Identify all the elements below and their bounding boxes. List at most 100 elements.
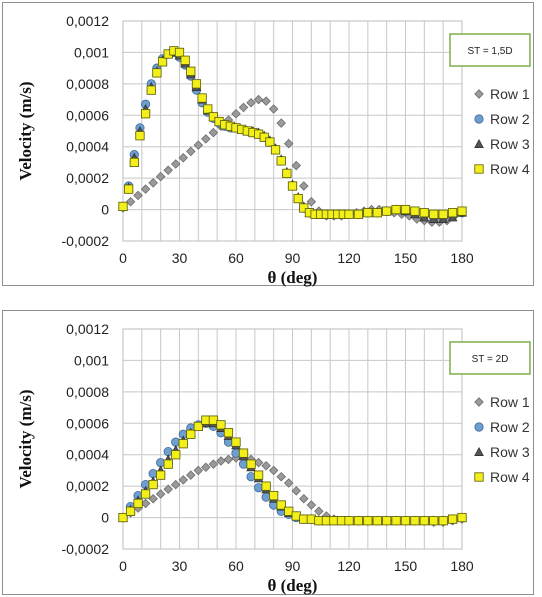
data-point-row-4 (261, 481, 271, 491)
y-tick-label: 0,0002 (66, 478, 109, 494)
data-point-row-4 (265, 137, 275, 147)
st-annotation-box (449, 33, 531, 67)
x-axis-title: θ (deg) (268, 576, 318, 595)
data-point-row-4 (410, 516, 420, 526)
data-point-row-1 (201, 134, 211, 144)
data-point-row-1 (283, 478, 294, 488)
velocity-chart-st-1-5d: -0,0002 0 0,0002 0,0004 0,0006 0,0008 0,001 0,0… (16, 13, 531, 287)
legend-marker-row-2 (474, 422, 484, 432)
legend-marker-row-3 (474, 138, 484, 148)
data-point-row-4 (186, 66, 196, 76)
data-point-row-4 (353, 209, 364, 219)
data-point-row-1 (170, 159, 181, 169)
data-point-row-1 (208, 459, 219, 469)
y-axis-title: Velocity (m/s) (16, 390, 35, 489)
x-tick-label: 90 (285, 250, 301, 266)
data-point-row-1 (299, 493, 309, 504)
legend-label: Row 3 (490, 444, 530, 460)
data-point-row-4 (391, 516, 401, 526)
data-point-row-4 (284, 506, 294, 516)
data-point-row-1 (148, 493, 158, 504)
legend-label: Row 1 (490, 394, 530, 410)
data-point-row-4 (344, 209, 354, 219)
x-tick-label: 0 (119, 250, 127, 266)
data-point-row-4 (231, 437, 241, 447)
data-point-row-4 (129, 157, 139, 168)
x-tick-label: 180 (450, 558, 474, 574)
data-point-row-4 (293, 193, 303, 204)
data-point-row-1 (253, 94, 264, 105)
legend-marker-row-1 (474, 397, 484, 407)
data-point-row-4 (419, 208, 429, 218)
data-point-row-4 (457, 512, 467, 523)
data-point-row-4 (391, 204, 401, 215)
data-point-row-1 (208, 127, 219, 138)
data-point-row-4 (299, 203, 309, 213)
x-tick-label: 60 (228, 250, 244, 266)
data-point-row-4 (372, 516, 382, 526)
data-point-row-4 (429, 209, 439, 219)
data-point-row-4 (216, 420, 226, 430)
legend-marker-row-4 (474, 472, 484, 482)
data-point-row-1 (193, 465, 204, 476)
data-point-row-4 (133, 498, 143, 509)
data-point-row-1 (216, 456, 226, 466)
data-point-row-1 (178, 475, 189, 485)
y-tick-label: -0,0002 (62, 233, 110, 249)
data-point-row-4 (223, 428, 234, 438)
y-axis-title: Velocity (m/s) (16, 82, 35, 181)
data-point-row-4 (191, 79, 202, 89)
data-point-row-4 (197, 93, 207, 103)
data-point-row-4 (193, 421, 203, 432)
data-point-row-4 (363, 208, 373, 218)
y-tick-label: 0,001 (74, 352, 109, 368)
legend-label: Row 2 (490, 111, 530, 127)
data-point-row-4 (287, 181, 298, 191)
data-point-row-1 (186, 146, 196, 157)
data-point-row-1 (201, 462, 211, 473)
data-point-row-4 (157, 57, 168, 67)
data-point-row-4 (178, 439, 188, 449)
y-tick-label: 0,0012 (66, 13, 109, 29)
data-point-row-1 (276, 471, 286, 482)
data-point-row-4 (372, 208, 382, 218)
x-tick-label: 150 (394, 558, 418, 574)
data-point-row-1 (238, 102, 249, 113)
data-point-row-1 (314, 506, 324, 517)
y-tick-label: -0,0002 (62, 541, 110, 557)
legend-marker-row-3 (474, 446, 484, 456)
data-point-row-1 (306, 500, 317, 510)
data-point-row-1 (246, 97, 256, 108)
data-point-row-1 (231, 108, 241, 119)
data-point-row-4 (140, 109, 151, 119)
data-point-row-4 (382, 206, 392, 216)
data-point-row-4 (429, 516, 439, 526)
y-tick-label: 0,0006 (66, 415, 109, 431)
data-point-row-1 (193, 140, 204, 150)
data-point-row-4 (203, 104, 213, 114)
data-point-row-4 (186, 429, 196, 439)
data-point-row-4 (135, 131, 145, 141)
data-point-row-1 (155, 489, 166, 499)
data-point-row-4 (140, 489, 151, 499)
legend-marker-row-2 (474, 114, 484, 124)
legend-label: Row 4 (490, 469, 530, 485)
data-point-row-4 (282, 168, 292, 179)
x-tick-label: 60 (228, 558, 244, 574)
data-point-row-4 (447, 208, 458, 218)
data-point-row-4 (438, 209, 448, 219)
chart-panel-st-2d: -0,0002 0 0,0002 0,0004 0,0006 0,0008 0,001 0,0… (2, 310, 534, 595)
legend-marker-row-4 (474, 164, 484, 174)
data-point-row-1 (178, 152, 189, 163)
y-tick-label: 0,0004 (66, 447, 109, 463)
data-point-row-1 (291, 160, 302, 171)
st-annotation-label: ST = 1,5D (467, 46, 512, 57)
data-point-row-4 (457, 206, 467, 216)
y-tick-label: 0,0008 (66, 76, 109, 92)
data-point-row-1 (140, 498, 151, 509)
x-tick-label: 90 (285, 558, 301, 574)
chart-panel-st-1-5d: -0,0002 0 0,0002 0,0004 0,0006 0,0008 0,001 0,0… (2, 2, 534, 287)
data-point-row-1 (223, 454, 234, 465)
data-point-row-1 (170, 479, 181, 490)
legend-label: Row 1 (490, 86, 530, 102)
